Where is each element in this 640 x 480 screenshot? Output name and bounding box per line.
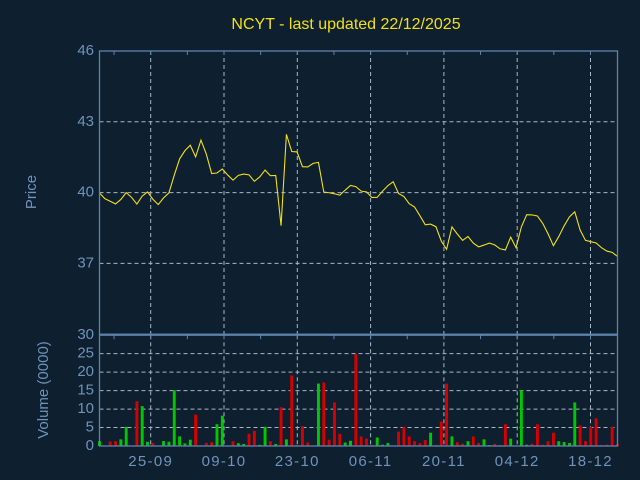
svg-text:25-09: 25-09 — [128, 453, 173, 470]
svg-text:40: 40 — [77, 184, 94, 201]
svg-text:18-12: 18-12 — [568, 453, 613, 470]
svg-text:5: 5 — [86, 419, 94, 436]
svg-text:04-12: 04-12 — [495, 453, 540, 470]
svg-text:NCYT - last updated 22/12/2025: NCYT - last updated 22/12/2025 — [231, 16, 460, 33]
svg-text:15: 15 — [77, 382, 94, 399]
svg-text:30: 30 — [77, 326, 94, 343]
svg-text:23-10: 23-10 — [275, 453, 320, 470]
svg-text:Price: Price — [23, 175, 40, 209]
svg-text:20-11: 20-11 — [422, 453, 466, 470]
svg-text:0: 0 — [86, 437, 94, 454]
svg-text:46: 46 — [77, 42, 94, 59]
svg-text:06-11: 06-11 — [349, 453, 393, 470]
svg-text:09-10: 09-10 — [202, 453, 247, 470]
svg-text:Volume (0000): Volume (0000) — [35, 341, 52, 439]
svg-text:10: 10 — [77, 400, 94, 417]
svg-text:43: 43 — [77, 113, 94, 130]
svg-text:20: 20 — [77, 363, 94, 380]
svg-text:25: 25 — [77, 345, 94, 362]
svg-text:37: 37 — [77, 254, 94, 271]
